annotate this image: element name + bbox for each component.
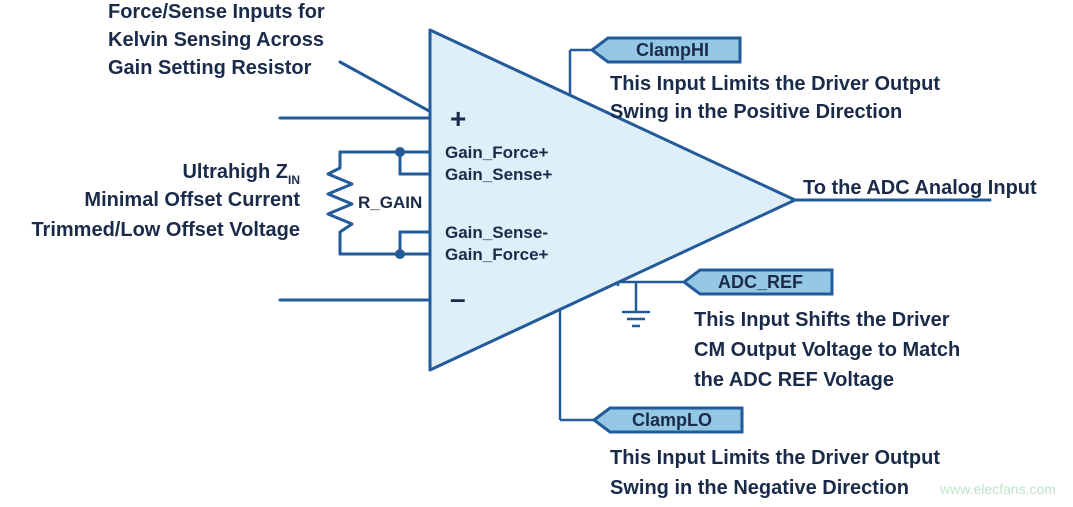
r-gain-label: R_GAIN bbox=[358, 193, 422, 212]
node-bot bbox=[395, 249, 405, 259]
clamplo-label: ClampLO bbox=[632, 410, 712, 430]
offset-current-label: Minimal Offset Current bbox=[84, 189, 300, 211]
force-sense-title-3: Gain Setting Resistor bbox=[108, 57, 312, 79]
force-sense-title-2: Kelvin Sensing Across bbox=[108, 29, 324, 51]
gain-force-minus-label: Gain_Force+ bbox=[445, 245, 549, 264]
diagram: Force/Sense Inputs for Kelvin Sensing Ac… bbox=[0, 0, 1073, 507]
plus-icon: + bbox=[450, 103, 466, 134]
minus-icon: – bbox=[450, 283, 466, 314]
adcref-desc-1: This Input Shifts the Driver bbox=[694, 309, 950, 331]
adcref-desc-2: CM Output Voltage to Match bbox=[694, 339, 960, 361]
clamphi-label: ClampHI bbox=[636, 40, 709, 60]
adcref-desc-3: the ADC REF Voltage bbox=[694, 369, 894, 391]
adcref-label: ADC_REF bbox=[718, 272, 803, 292]
output-label: To the ADC Analog Input bbox=[803, 177, 1037, 199]
gain-sense-plus-label: Gain_Sense+ bbox=[445, 165, 552, 184]
clamplo-desc-1: This Input Limits the Driver Output bbox=[610, 447, 940, 469]
gain-force-plus-label: Gain_Force+ bbox=[445, 143, 549, 162]
clamplo-desc-2: Swing in the Negative Direction bbox=[610, 477, 909, 499]
watermark: www.elecfans.com bbox=[939, 481, 1056, 497]
node-top bbox=[395, 147, 405, 157]
force-sense-title-1: Force/Sense Inputs for bbox=[108, 1, 325, 23]
gain-sense-minus-label: Gain_Sense- bbox=[445, 223, 548, 242]
clamphi-desc-2: Swing in the Positive Direction bbox=[610, 101, 902, 123]
offset-voltage-label: Trimmed/Low Offset Voltage bbox=[31, 219, 300, 241]
clamphi-desc-1: This Input Limits the Driver Output bbox=[610, 73, 940, 95]
